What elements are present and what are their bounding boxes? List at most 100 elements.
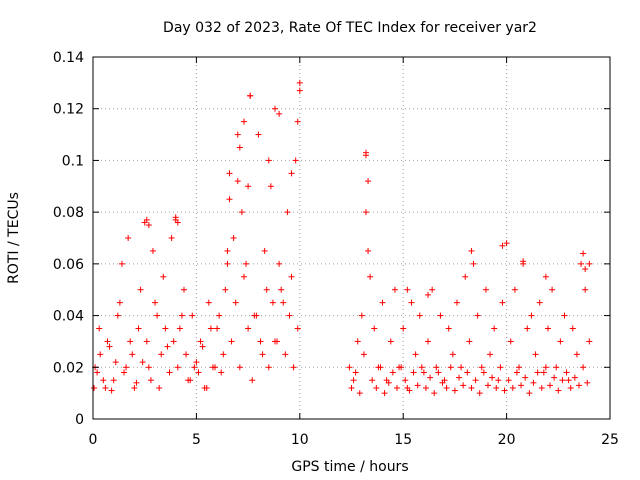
data-point [573,351,580,358]
data-point [542,273,549,280]
data-point [536,299,543,306]
data-point [110,377,117,384]
data-point [290,364,297,371]
grid-lines [93,57,610,419]
data-point [278,286,285,293]
data-point [286,312,293,319]
data-point [288,273,295,280]
data-point [197,338,204,345]
data-point [456,374,463,381]
data-point [121,369,128,376]
data-point [393,384,400,391]
data-point [530,379,537,386]
data-point [276,110,283,117]
data-point [578,260,585,267]
data-point [453,299,460,306]
data-point [127,338,134,345]
data-point [534,369,541,376]
data-point [356,390,363,397]
data-point [352,369,359,376]
data-point [549,286,556,293]
data-point [586,338,593,345]
data-point [205,299,212,306]
data-point [137,286,144,293]
data-point [284,209,291,216]
data-point [147,377,154,384]
data-point [553,364,560,371]
data-point [164,343,171,350]
data-point [425,338,432,345]
data-point [232,299,239,306]
data-point [503,240,510,247]
data-point [257,338,264,345]
data-point [408,299,415,306]
x-tick-label: 15 [394,432,412,448]
data-point [555,387,562,394]
data-point [516,364,523,371]
data-point [365,178,372,185]
data-point [497,364,504,371]
data-point [346,364,353,371]
data-point [267,183,274,190]
data-point [416,312,423,319]
data-point [499,299,506,306]
data-point [474,312,481,319]
data-point [255,131,262,138]
data-point [207,325,214,332]
data-point [193,359,200,366]
data-point [226,196,233,203]
data-point [129,351,136,358]
data-point [371,325,378,332]
data-point [362,152,369,159]
data-point [245,183,252,190]
data-point [445,325,452,332]
data-point [276,260,283,267]
x-tick-label: 0 [89,432,98,448]
data-point [234,178,241,185]
data-point [145,364,152,371]
data-point [145,222,152,229]
data-point [538,384,545,391]
data-point [377,364,384,371]
data-point [271,105,278,112]
data-point [571,374,578,381]
data-point [443,384,450,391]
data-point [544,325,551,332]
data-point [189,312,196,319]
data-point [437,312,444,319]
data-point [195,369,202,376]
data-point [400,325,407,332]
data-point [240,273,247,280]
data-point [288,170,295,177]
data-point [174,219,181,226]
data-point [387,338,394,345]
data-point [422,384,429,391]
data-point [176,325,183,332]
data-point [170,338,177,345]
x-tick-label: 20 [498,432,516,448]
data-point [466,338,473,345]
data-point [253,312,260,319]
data-point [149,247,156,254]
data-point [143,216,150,223]
data-point [513,369,520,376]
data-point [505,377,512,384]
data-point [468,247,475,254]
data-point [360,351,367,358]
data-point [249,377,256,384]
data-point [139,359,146,366]
data-point [214,325,221,332]
data-point [472,377,479,384]
data-point [489,374,496,381]
data-point [493,384,500,391]
data-point [216,312,223,319]
tick-labels: 0 0.02 0.04 0.06 0.08 0.1 0.12 0.14 0 5 10 15 20 25 [53,50,619,448]
data-point [431,390,438,397]
data-point [532,351,539,358]
data-point [174,364,181,371]
data-point [143,338,150,345]
data-point [156,384,163,391]
data-point [567,384,574,391]
data-point [435,369,442,376]
data-point [522,374,529,381]
